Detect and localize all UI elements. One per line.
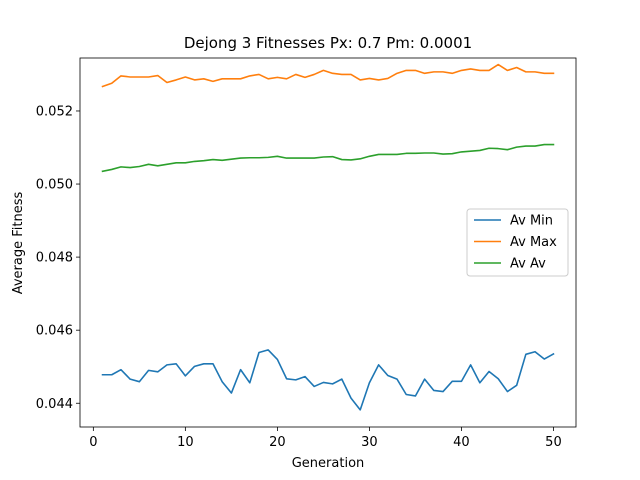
x-tick-label: 30 (361, 435, 378, 450)
legend-entry: Av Av (510, 257, 546, 272)
y-tick-label: 0.048 (36, 251, 73, 266)
y-axis-label: Average Fitness (11, 192, 26, 295)
x-tick-label: 50 (545, 435, 562, 450)
y-tick-label: 0.046 (36, 324, 73, 339)
x-axis-label: Generation (292, 456, 365, 471)
plot-frame (79, 57, 577, 428)
x-tick-label: 0 (89, 435, 97, 450)
x-tick-label: 40 (453, 435, 470, 450)
x-tick-label: 20 (269, 435, 286, 450)
x-tick-label: 10 (177, 435, 194, 450)
legend-entry: Av Min (510, 214, 553, 229)
legend: Av Min Av Max Av Av (466, 208, 569, 277)
y-tick-label: 0.050 (36, 178, 73, 193)
y-axis: 0.044 0.046 0.048 0.050 0.052 (36, 104, 80, 412)
series-line-av-min (101, 349, 555, 411)
legend-entry: Av Max (510, 235, 557, 250)
chart-title: Dejong 3 Fitnesses Px: 0.7 Pm: 0.0001 (184, 34, 472, 52)
y-tick-label: 0.052 (36, 104, 73, 119)
y-tick-label: 0.044 (36, 397, 73, 412)
legend-box (466, 208, 569, 277)
series-layer (101, 63, 555, 411)
series-line-av-max (101, 63, 555, 88)
series-line-av-av (101, 143, 555, 173)
x-axis: 0 10 20 30 40 50 (89, 427, 562, 450)
